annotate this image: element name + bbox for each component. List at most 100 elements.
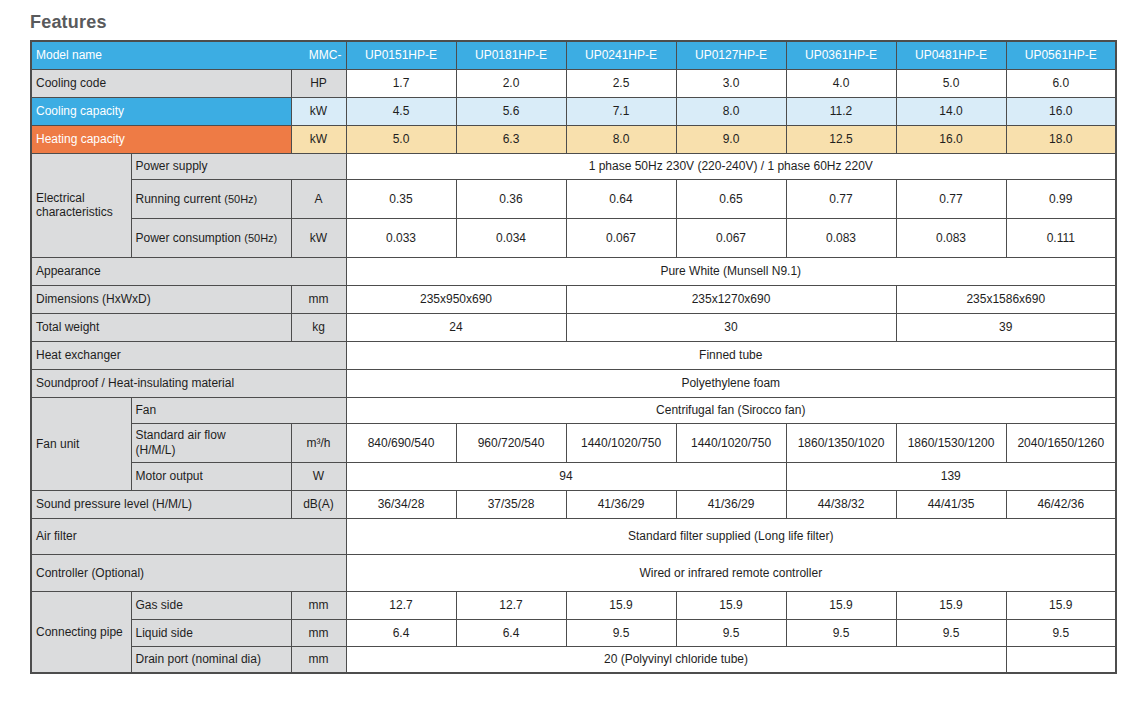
power-consumption-row: Power consumption (50Hz) kW 0.033 0.034 … [31,218,1116,257]
running-current-value: 0.77 [896,179,1006,218]
air-flow-value: 1440/1020/750 [566,423,676,462]
cooling-capacity-unit: kW [291,97,346,125]
sound-pressure-value: 36/34/28 [346,490,456,518]
power-consumption-value: 0.067 [566,218,676,257]
air-filter-value: Standard filter supplied (Long life filt… [346,518,1116,554]
model-name-label: Model name [36,48,102,62]
air-flow-value: 1440/1020/750 [676,423,786,462]
appearance-row: Appearance Pure White (Munsell N9.1) [31,257,1116,285]
sound-pressure-value: 44/38/32 [786,490,896,518]
liquid-side-value: 9.5 [896,619,1006,646]
total-weight-value: 30 [566,313,896,341]
power-consumption-unit: kW [291,218,346,257]
running-current-value: 0.99 [1006,179,1116,218]
sound-pressure-value: 41/36/29 [566,490,676,518]
dimensions-label-suffix: (HxWxD) [102,292,151,306]
power-consumption-label: Power consumption (50Hz) [131,218,291,257]
cooling-code-value: 2.5 [566,69,676,97]
gas-side-value: 15.9 [786,591,896,619]
controller-row: Controller (Optional) Wired or infrared … [31,554,1116,591]
cooling-capacity-value: 8.0 [676,97,786,125]
cooling-code-value: 1.7 [346,69,456,97]
dimensions-value: 235x1270x690 [566,285,896,313]
power-consumption-value: 0.111 [1006,218,1116,257]
power-consumption-value: 0.067 [676,218,786,257]
heating-capacity-unit: kW [291,125,346,153]
motor-output-value: 139 [786,462,1116,490]
heating-capacity-value: 9.0 [676,125,786,153]
heating-capacity-value: 8.0 [566,125,676,153]
gas-side-value: 12.7 [456,591,566,619]
controller-label-suffix: (Optional) [91,566,144,580]
cooling-capacity-value: 5.6 [456,97,566,125]
running-current-value: 0.65 [676,179,786,218]
sound-pressure-label-suffix: (H/M/L) [152,497,192,511]
heating-capacity-value: 12.5 [786,125,896,153]
cooling-code-value: 3.0 [676,69,786,97]
page-title: Features [30,12,1144,33]
model-header: UP0361HP-E [786,41,896,69]
features-spec-table: Model name MMC- UP0151HP-E UP0181HP-E UP… [30,40,1117,674]
cooling-code-label: Cooling code [31,69,291,97]
air-flow-row: Standard air flow (H/M/L) m³/h 840/690/5… [31,423,1116,462]
air-flow-unit: m³/h [291,423,346,462]
heating-capacity-value: 18.0 [1006,125,1116,153]
appearance-label: Appearance [31,257,346,285]
gas-side-unit: mm [291,591,346,619]
heat-exchanger-value: Finned tube [346,341,1116,369]
cooling-code-value: 5.0 [896,69,1006,97]
liquid-side-label: Liquid side [131,619,291,646]
heating-capacity-row: Heating capacity kW 5.0 6.3 8.0 9.0 12.5… [31,125,1116,153]
air-flow-value: 840/690/540 [346,423,456,462]
heating-capacity-value: 6.3 [456,125,566,153]
cooling-code-value: 4.0 [786,69,896,97]
heating-capacity-label: Heating capacity [31,125,291,153]
running-current-unit: A [291,179,346,218]
running-current-value: 0.35 [346,179,456,218]
model-header: UP0127HP-E [676,41,786,69]
cooling-code-unit: HP [291,69,346,97]
cooling-capacity-value: 11.2 [786,97,896,125]
model-name-header-cell: Model name MMC- [31,41,346,69]
liquid-side-value: 6.4 [346,619,456,646]
liquid-side-value: 6.4 [456,619,566,646]
motor-output-value: 94 [346,462,786,490]
power-consumption-value: 0.083 [896,218,1006,257]
air-flow-value: 960/720/540 [456,423,566,462]
gas-side-row: Connecting pipe Gas side mm 12.7 12.7 15… [31,591,1116,619]
gas-side-value: 15.9 [1006,591,1116,619]
gas-side-label: Gas side [131,591,291,619]
header-row: Model name MMC- UP0151HP-E UP0181HP-E UP… [31,41,1116,69]
sound-pressure-row: Sound pressure level (H/M/L) dB(A) 36/34… [31,490,1116,518]
drain-port-row: Drain port (nominal dia) mm 20 (Polyviny… [31,646,1116,673]
running-current-label: Running current (50Hz) [131,179,291,218]
air-flow-label: Standard air flow (H/M/L) [131,423,291,462]
fan-value: Centrifugal fan (Sirocco fan) [346,397,1116,423]
motor-output-unit: W [291,462,346,490]
air-filter-row: Air filter Standard filter supplied (Lon… [31,518,1116,554]
liquid-side-unit: mm [291,619,346,646]
model-header: UP0241HP-E [566,41,676,69]
power-consumption-value: 0.033 [346,218,456,257]
controller-value: Wired or infrared remote controller [346,554,1116,591]
air-flow-value: 1860/1350/1020 [786,423,896,462]
sound-pressure-value: 46/42/36 [1006,490,1116,518]
drain-port-label: Drain port (nominal dia) [131,646,291,673]
drain-port-unit: mm [291,646,346,673]
model-header: UP0181HP-E [456,41,566,69]
heat-exchanger-row: Heat exchanger Finned tube [31,341,1116,369]
total-weight-value: 24 [346,313,566,341]
series-prefix-label: MMC- [309,48,342,62]
power-consumption-value: 0.034 [456,218,566,257]
air-flow-value: 1860/1530/1200 [896,423,1006,462]
soundproof-label: Soundproof / Heat-insulating material [31,369,346,397]
running-current-row: Running current (50Hz) A 0.35 0.36 0.64 … [31,179,1116,218]
power-supply-row: Electrical characteristics Power supply … [31,153,1116,179]
soundproof-row: Soundproof / Heat-insulating material Po… [31,369,1116,397]
total-weight-value: 39 [896,313,1116,341]
liquid-side-value: 9.5 [566,619,676,646]
power-consumption-label-suffix: (50Hz) [244,232,277,244]
gas-side-value: 12.7 [346,591,456,619]
gas-side-value: 15.9 [566,591,676,619]
dimensions-value: 235x1586x690 [896,285,1116,313]
